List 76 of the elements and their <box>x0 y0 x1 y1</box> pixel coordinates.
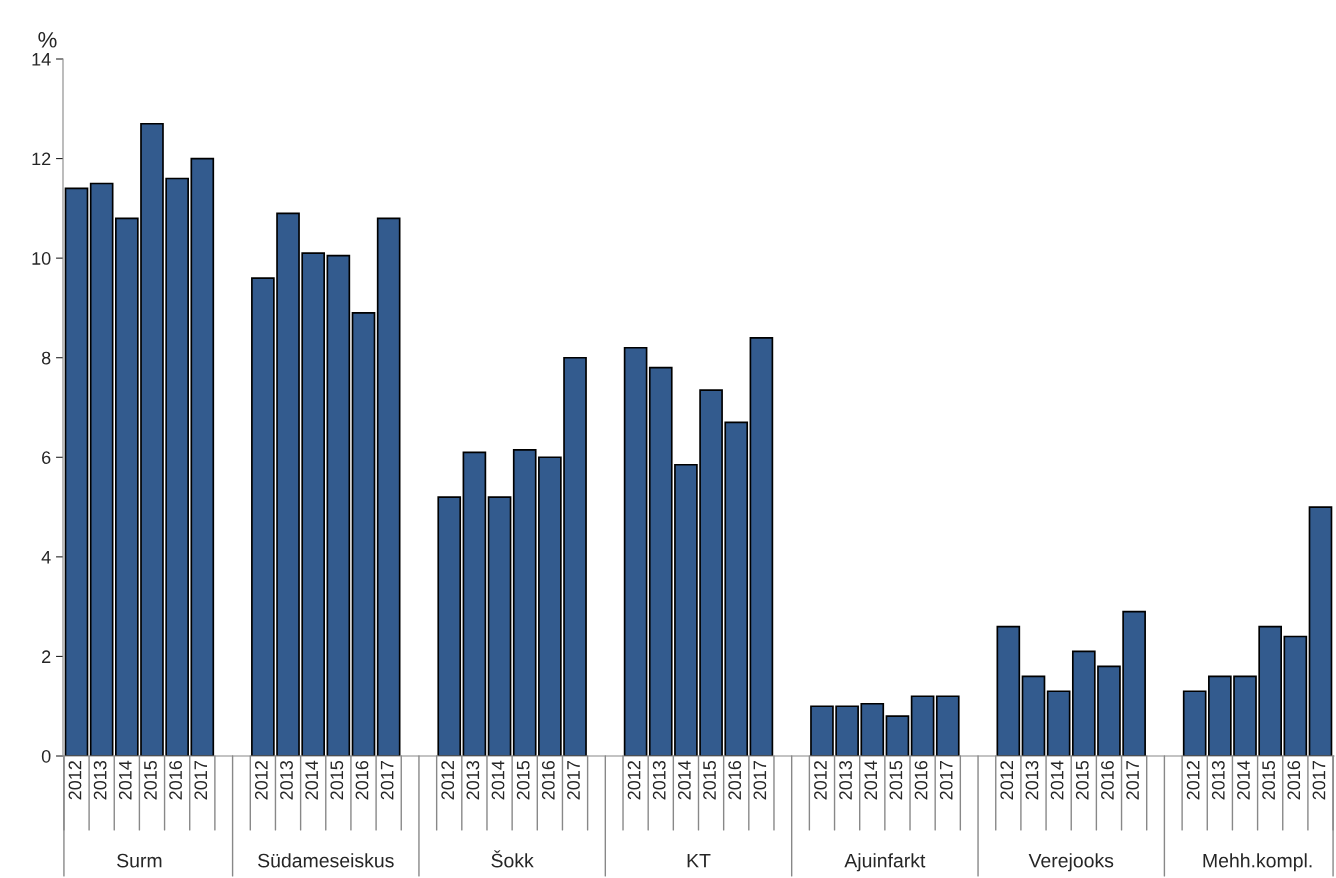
text: 2015 <box>144 760 157 800</box>
text: 2013 <box>1211 760 1225 800</box>
x-tick-label: Mehh.kompl. <box>1203 853 1312 872</box>
text: 2013 <box>839 760 852 800</box>
text: 2016 <box>728 760 742 800</box>
text: 2013 <box>93 760 107 800</box>
x-tick-label: Südameseiskus <box>258 853 394 868</box>
text: 2014 <box>677 760 691 800</box>
text: 2013 <box>652 760 666 800</box>
text: 2016 <box>1287 760 1301 800</box>
bar <box>326 254 351 756</box>
x-tick-label: Ajuinfarkt <box>844 853 926 872</box>
x-tick-label: Surm <box>117 853 162 868</box>
bar <box>487 496 512 756</box>
text: 2015 <box>889 760 903 800</box>
bar <box>1021 675 1046 756</box>
text: 2012 <box>254 761 268 800</box>
text: 2015 <box>330 760 344 800</box>
x-tick-label: Šokk <box>491 850 534 868</box>
x-tick-label: Verejooks <box>1028 853 1114 872</box>
y-tick-label: 4 <box>41 550 51 564</box>
y-tick-label: 2 <box>42 650 51 663</box>
text: 2012 <box>1000 761 1014 800</box>
text: 2015 <box>1262 760 1276 800</box>
bar <box>1046 690 1071 756</box>
text: 2014 <box>864 760 878 800</box>
text: 2015 <box>516 760 530 800</box>
text: 2014 <box>1050 760 1064 800</box>
text: 2015 <box>1075 760 1089 800</box>
text: 2016 <box>541 760 555 800</box>
text: 2012 <box>68 761 82 800</box>
bar <box>462 451 487 756</box>
text: 2016 <box>355 760 369 800</box>
text: 2013 <box>280 760 293 800</box>
y-tick-label: 8 <box>41 351 51 365</box>
bar <box>437 496 462 756</box>
text: 2014 <box>305 760 319 800</box>
text: 2012 <box>814 761 827 800</box>
text: 2014 <box>118 760 132 800</box>
text: 2012 <box>627 761 641 800</box>
bar <box>351 312 376 756</box>
bar <box>623 346 648 756</box>
text: 2014 <box>491 760 505 800</box>
bar <box>376 217 401 756</box>
text: 2017 <box>194 761 208 800</box>
y-tick-label: 10 <box>32 252 51 265</box>
y-tick-label: 6 <box>42 451 51 465</box>
bar <box>89 182 114 756</box>
bar <box>1283 635 1308 756</box>
y-tick-label: 0 <box>41 749 51 763</box>
text: 2017 <box>1126 761 1139 800</box>
text: 2017 <box>567 761 580 800</box>
text: 2012 <box>441 761 455 800</box>
y-tick-label: 14 <box>32 53 51 66</box>
text: 2017 <box>939 761 953 800</box>
text: 2013 <box>466 760 480 800</box>
bar <box>64 187 89 756</box>
bar <box>935 695 960 756</box>
text: 2016 <box>1101 760 1114 800</box>
bar <box>885 715 910 756</box>
text: 2015 <box>703 760 716 800</box>
text: 2013 <box>1025 760 1039 800</box>
bar <box>910 695 935 756</box>
text: 2016 <box>169 760 182 800</box>
text: 2017 <box>1312 761 1326 800</box>
y-tick-label: 12 <box>32 152 51 166</box>
y-axis-title: % <box>38 32 57 48</box>
text: 2016 <box>914 760 928 800</box>
x-tick-label: KT <box>687 853 711 868</box>
text: 2017 <box>753 761 767 800</box>
text: 2014 <box>1237 760 1250 800</box>
text: 2017 <box>380 761 394 800</box>
bar <box>749 336 774 756</box>
text: 2012 <box>1186 761 1200 800</box>
bar <box>1308 506 1333 756</box>
bar <box>996 625 1021 756</box>
